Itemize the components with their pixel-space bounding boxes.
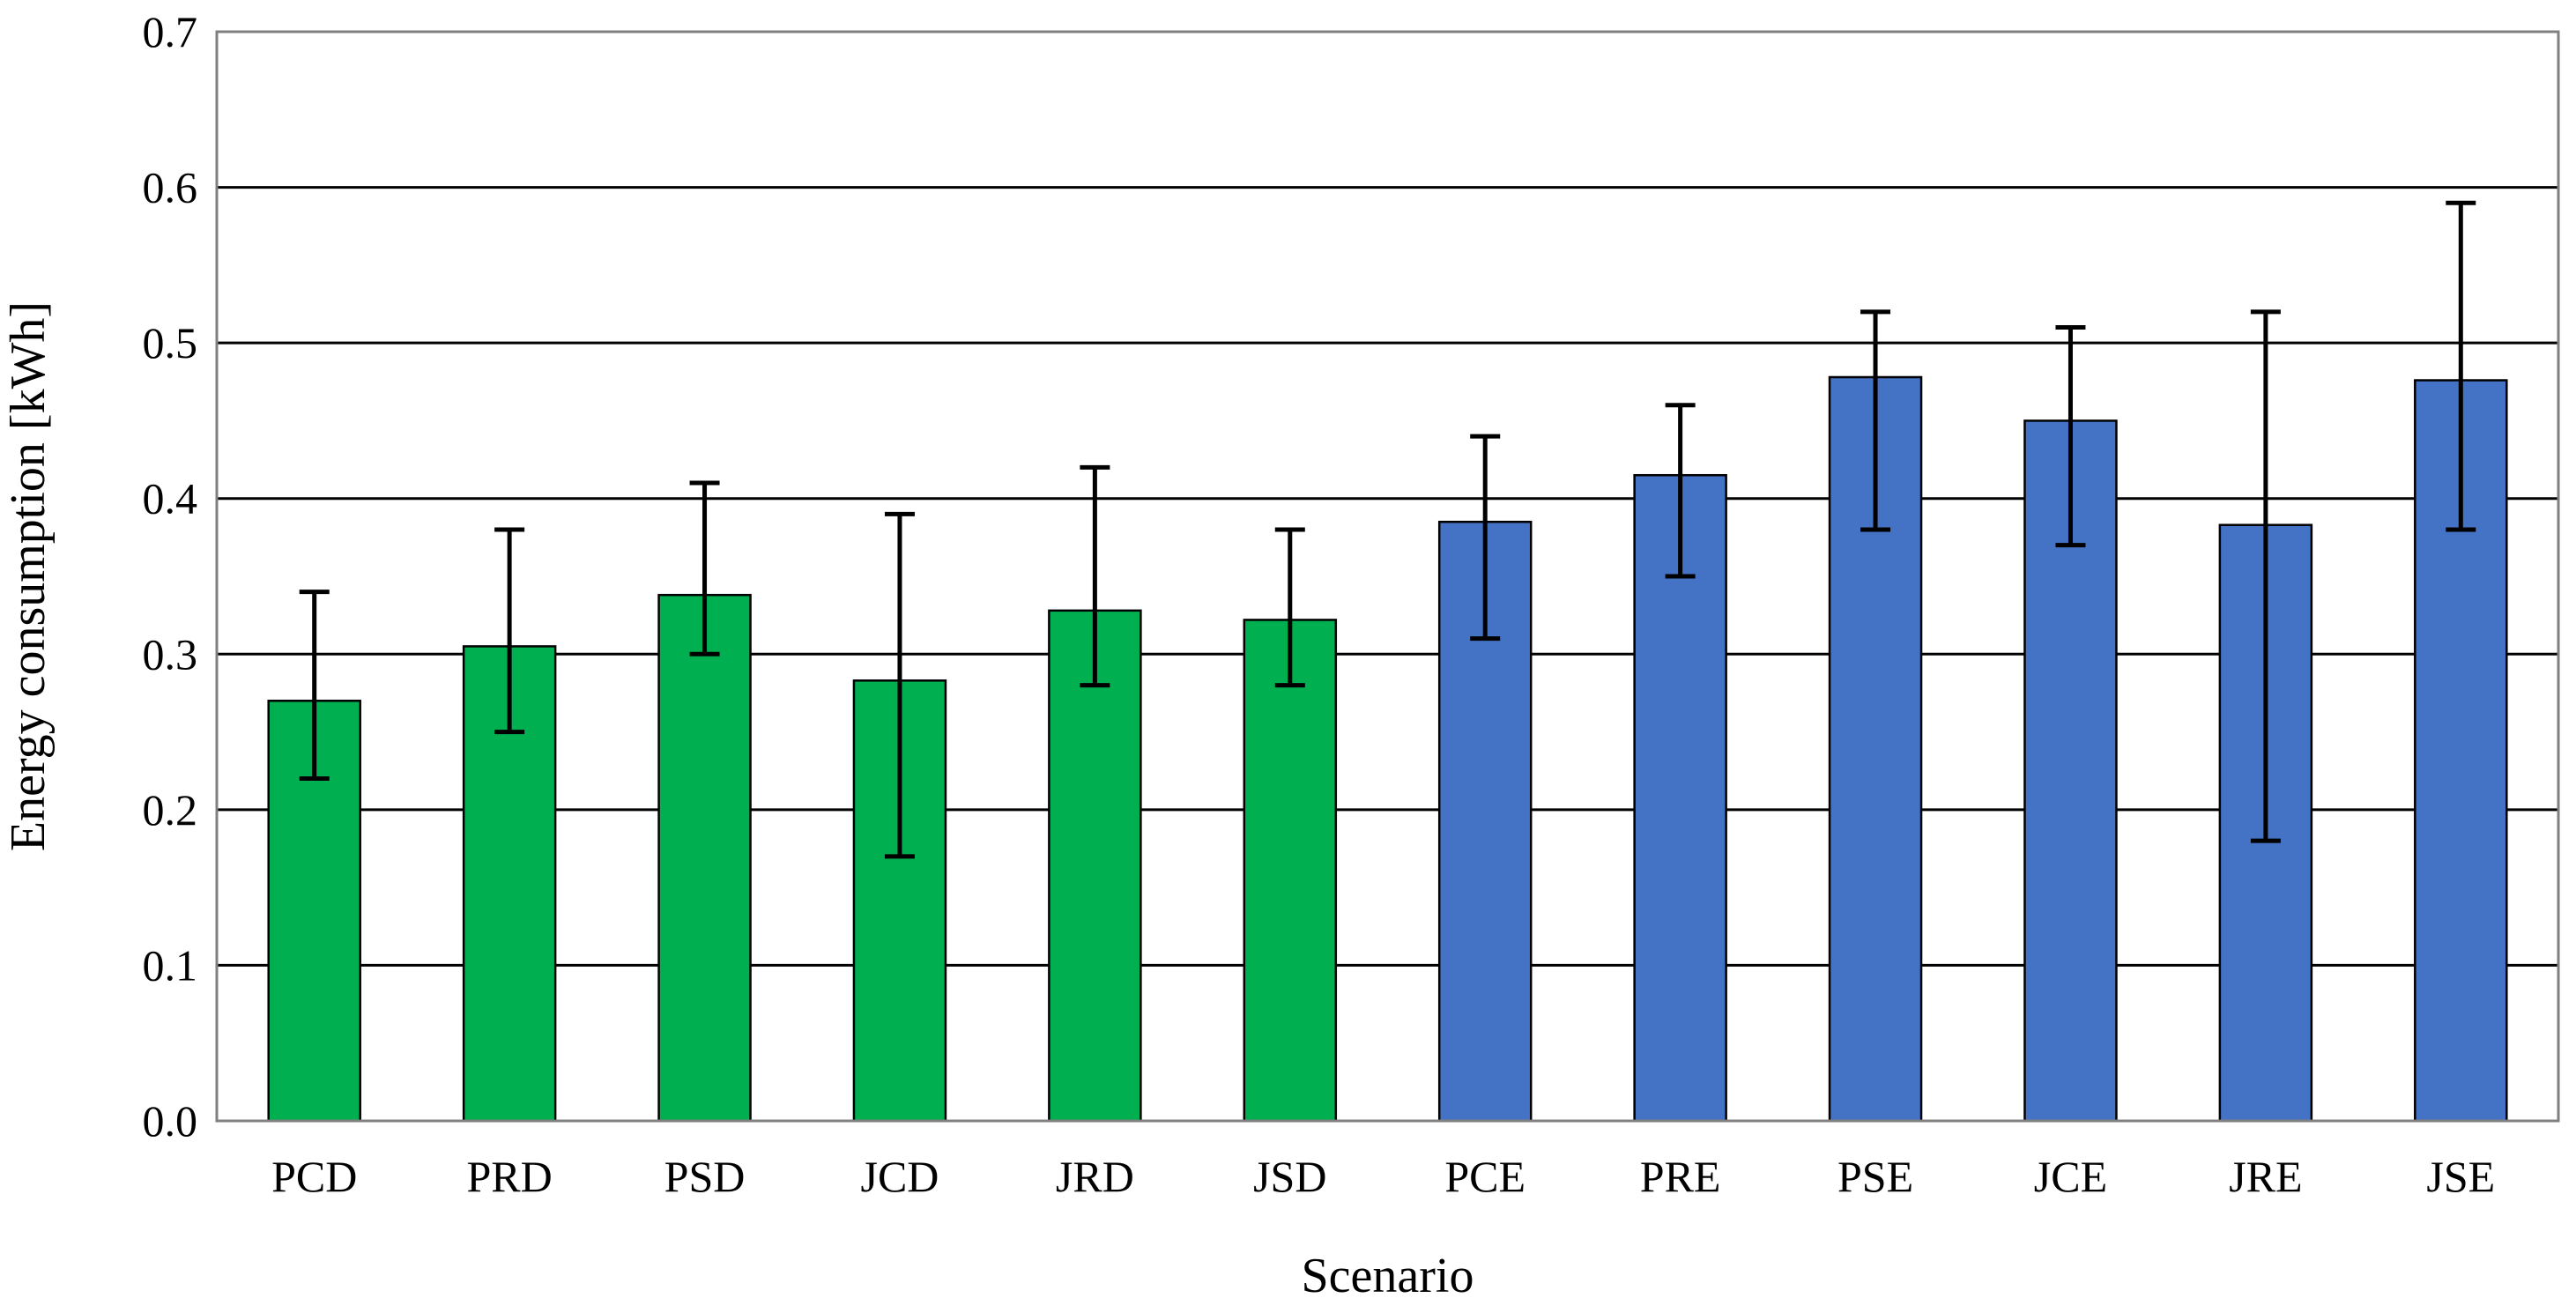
bar-jsd (1243, 619, 1338, 1123)
gridlines (217, 186, 2558, 967)
x-tick-label: PRE (1640, 1152, 1721, 1201)
error-bar-jsd (1274, 527, 1305, 688)
y-tick-label: 0.0 (143, 1096, 198, 1146)
x-tick-label: PCE (1444, 1152, 1526, 1201)
x-axis-title: Scenario (1302, 1249, 1474, 1303)
error-bar-prd (494, 527, 525, 735)
y-tick-label: 0.7 (143, 7, 198, 56)
error-bar-pse (1860, 309, 1891, 532)
x-tick-label: JSE (2426, 1152, 2495, 1201)
x-tick-label: PCD (271, 1152, 357, 1201)
y-axis-title: Energy consumption [kWh] (1, 301, 56, 851)
y-tick-label: 0.1 (143, 940, 198, 990)
error-bar-jce (2055, 324, 2086, 548)
bar-jse (2414, 379, 2508, 1123)
y-tick-label: 0.3 (143, 629, 198, 679)
x-tick-label: JRD (1056, 1152, 1134, 1201)
x-tick-label: PSE (1837, 1152, 1913, 1201)
x-tick-label: JCD (860, 1152, 939, 1201)
error-bars (299, 200, 2476, 859)
x-tick-label: JRE (2229, 1152, 2302, 1201)
bar-pre (1633, 473, 1727, 1123)
bar-psd (657, 593, 752, 1123)
x-tick-label: JSD (1253, 1152, 1326, 1201)
error-bar-jrd (1080, 464, 1110, 688)
y-tick-label: 0.2 (143, 785, 198, 835)
error-bar-pce (1470, 434, 1501, 642)
error-bar-jre (2250, 309, 2281, 843)
error-bar-psd (689, 480, 720, 656)
error-bar-jse (2446, 200, 2476, 532)
y-tick-label: 0.5 (143, 318, 198, 367)
y-tick-label: 0.4 (143, 474, 198, 523)
plot-area-frame (215, 30, 2560, 1123)
x-axis-tick-labels: PCD PRD PSD JCD JRD JSD PCE PRE PSE JCE JRE JSE (271, 1152, 2495, 1201)
x-tick-label: PRD (466, 1152, 552, 1201)
y-tick-label: 0.6 (143, 163, 198, 212)
error-bar-pre (1665, 403, 1696, 579)
x-tick-label: PSD (664, 1152, 746, 1201)
error-bar-jcd (884, 511, 915, 859)
error-bar-pcd (299, 590, 330, 782)
y-axis-tick-labels: 0.0 0.1 0.2 0.3 0.4 0.5 0.6 0.7 (143, 7, 198, 1146)
x-tick-label: JCE (2034, 1152, 2107, 1201)
